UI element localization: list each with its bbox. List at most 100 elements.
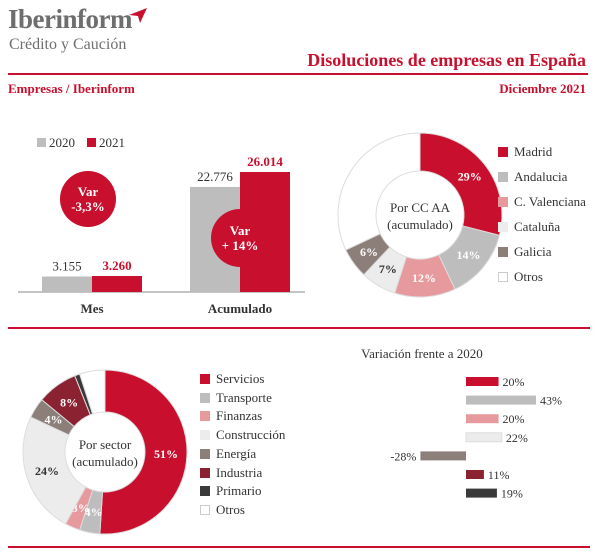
sector-legend-item: Industria bbox=[200, 465, 262, 481]
ccaa-slice-5 bbox=[337, 132, 421, 251]
sector-legend-swatch bbox=[200, 392, 210, 403]
variation-bar-0 bbox=[466, 377, 499, 386]
sector-legend-item: Energía bbox=[200, 446, 256, 462]
legend-swatch-2020 bbox=[37, 138, 46, 147]
sector-slice-label-3: 24% bbox=[35, 464, 59, 478]
sector-legend-item: Servicios bbox=[200, 371, 264, 387]
ccaa-legend-label: Galicia bbox=[514, 244, 552, 259]
ccaa-slice-label-0: 29% bbox=[458, 169, 482, 183]
brand-subtitle: Crédito y Caución bbox=[9, 36, 127, 53]
sector-slice-3 bbox=[22, 416, 87, 525]
ccaa-legend-item: Galicia bbox=[498, 244, 552, 260]
ccaa-legend-item: Otros bbox=[498, 269, 543, 285]
sector-legend-swatch bbox=[200, 504, 210, 515]
sector-legend-item: Otros bbox=[200, 502, 245, 518]
sector-legend-label: Energía bbox=[216, 445, 257, 461]
sector-legend-label: Primario bbox=[216, 483, 262, 499]
ccaa-legend-swatch bbox=[498, 172, 508, 182]
sector-legend-label: Servicios bbox=[216, 371, 265, 386]
sector-slice-label-4: 4% bbox=[44, 412, 62, 426]
category-label-acumulado: Acumulado bbox=[208, 301, 272, 316]
variation-value-2: 20% bbox=[503, 412, 525, 426]
ccaa-legend-label: C. Valenciana bbox=[514, 194, 586, 209]
variation-bar-4 bbox=[420, 451, 466, 461]
value-label-acumulado-2021: 26.014 bbox=[247, 154, 283, 169]
sector-slice-0 bbox=[99, 369, 188, 535]
bar-mes-2020 bbox=[42, 276, 92, 292]
sector-legend-swatch bbox=[200, 448, 210, 459]
legend-label-2020: 2020 bbox=[49, 135, 75, 150]
variation-value-1: 43% bbox=[540, 394, 562, 408]
value-label-mes-2021: 3.260 bbox=[102, 258, 131, 273]
ccaa-legend-item: Madrid bbox=[498, 144, 552, 160]
category-label-mes: Mes bbox=[80, 301, 103, 316]
header-rule bbox=[8, 73, 588, 75]
brand-name: Iberinform bbox=[8, 4, 132, 34]
legend-label-2021: 2021 bbox=[99, 135, 125, 150]
legend-swatch-2021 bbox=[87, 138, 96, 147]
variation-badge-acumulado bbox=[211, 209, 269, 267]
source-label: Empresas / Iberinform bbox=[8, 81, 135, 96]
variation-bar-6 bbox=[466, 488, 497, 498]
ccaa-legend-label: Andalucia bbox=[514, 169, 568, 184]
ccaa-legend-swatch bbox=[498, 222, 508, 232]
sector-legend-item: Finanzas bbox=[200, 408, 262, 424]
ccaa-slice-label-1: 14% bbox=[457, 248, 481, 262]
ccaa-legend-swatch bbox=[498, 272, 508, 282]
variation-badge-mes bbox=[60, 171, 116, 227]
bar-mes-2021 bbox=[92, 276, 142, 292]
variation-value-0: 20% bbox=[503, 375, 525, 389]
legend-sector: Servicios Transporte Finanzas Construcción E… bbox=[200, 371, 320, 531]
sector-legend-label: Industria bbox=[216, 464, 263, 480]
section-divider-bottom bbox=[8, 546, 590, 548]
variation-bar-3 bbox=[465, 432, 503, 443]
variation-value-5: 11% bbox=[488, 468, 510, 482]
bar-chart-disoluciones: 2020 2021 3.155 3.260 Var -3,3% Mes 22.776 26.01… bbox=[18, 135, 305, 316]
ccaa-legend-label: Otros bbox=[514, 269, 543, 284]
sector-legend-item: Primario bbox=[200, 483, 262, 499]
sector-legend-label: Finanzas bbox=[216, 408, 263, 424]
donut-chart-ccaa: 29% 14% 12% 7%6% Por CC AA (acumulado) bbox=[337, 132, 503, 298]
bar-chart-variacion: Variación frente a 2020 20% 43% 20% 22% -28% 1… bbox=[361, 346, 562, 501]
variation-bar-5 bbox=[466, 470, 484, 479]
sector-legend-label: Otros bbox=[216, 501, 245, 517]
sector-center-label: Por sector (acumulado) bbox=[72, 437, 138, 469]
section-divider-top bbox=[8, 327, 590, 329]
variation-bar-2 bbox=[466, 414, 499, 424]
ccaa-legend-swatch bbox=[498, 147, 508, 157]
sector-legend-swatch bbox=[200, 411, 210, 422]
date-label: Diciembre 2021 bbox=[499, 81, 586, 96]
ccaa-legend-label: Madrid bbox=[514, 144, 553, 159]
sector-legend-item: Transporte bbox=[200, 390, 272, 406]
variation-bar-1 bbox=[466, 395, 536, 405]
variation-value-3: 22% bbox=[506, 431, 528, 445]
variation-value-6: 19% bbox=[501, 487, 523, 501]
variation-badge-text-acumulado: Var + 14% bbox=[222, 223, 259, 253]
ccaa-slice-label-4: 6% bbox=[360, 245, 378, 259]
sector-legend-swatch bbox=[200, 486, 210, 497]
legend-ccaa: Madrid Andalucia C. Valenciana Cataluña Gali… bbox=[498, 144, 598, 294]
variation-value-4: -28% bbox=[390, 449, 416, 463]
ccaa-slice-label-2: 12% bbox=[412, 271, 436, 285]
ccaa-legend-item: Cataluña bbox=[498, 219, 560, 235]
ccaa-legend-item: C. Valenciana bbox=[498, 194, 586, 210]
sector-slice-7 bbox=[79, 369, 106, 415]
value-label-acumulado-2020: 22.776 bbox=[197, 169, 233, 184]
sector-slice-label-1: 4% bbox=[85, 505, 103, 519]
donut-chart-sector: 51%4%3%24%4%8%Por sector (acumulado) bbox=[22, 369, 188, 535]
value-label-mes-2020: 3.155 bbox=[52, 259, 81, 274]
ccaa-legend-item: Andalucia bbox=[498, 169, 567, 185]
sector-legend-swatch bbox=[200, 467, 210, 478]
sector-legend-label: Transporte bbox=[216, 389, 272, 405]
ccaa-legend-swatch bbox=[498, 247, 508, 257]
sector-legend-swatch bbox=[200, 374, 210, 384]
ccaa-legend-label: Cataluña bbox=[514, 219, 561, 234]
ccaa-legend-swatch bbox=[498, 197, 508, 207]
variation-title: Variación frente a 2020 bbox=[361, 346, 483, 361]
sector-legend-swatch bbox=[200, 430, 210, 441]
sector-slice-label-5: 8% bbox=[60, 396, 78, 410]
plane-logo-icon bbox=[129, 8, 147, 23]
ccaa-slice-label-3: 7% bbox=[379, 262, 397, 276]
ccaa-center-label: Por CC AA (acumulado) bbox=[387, 200, 453, 232]
sector-legend-item: Construcción bbox=[200, 427, 285, 443]
